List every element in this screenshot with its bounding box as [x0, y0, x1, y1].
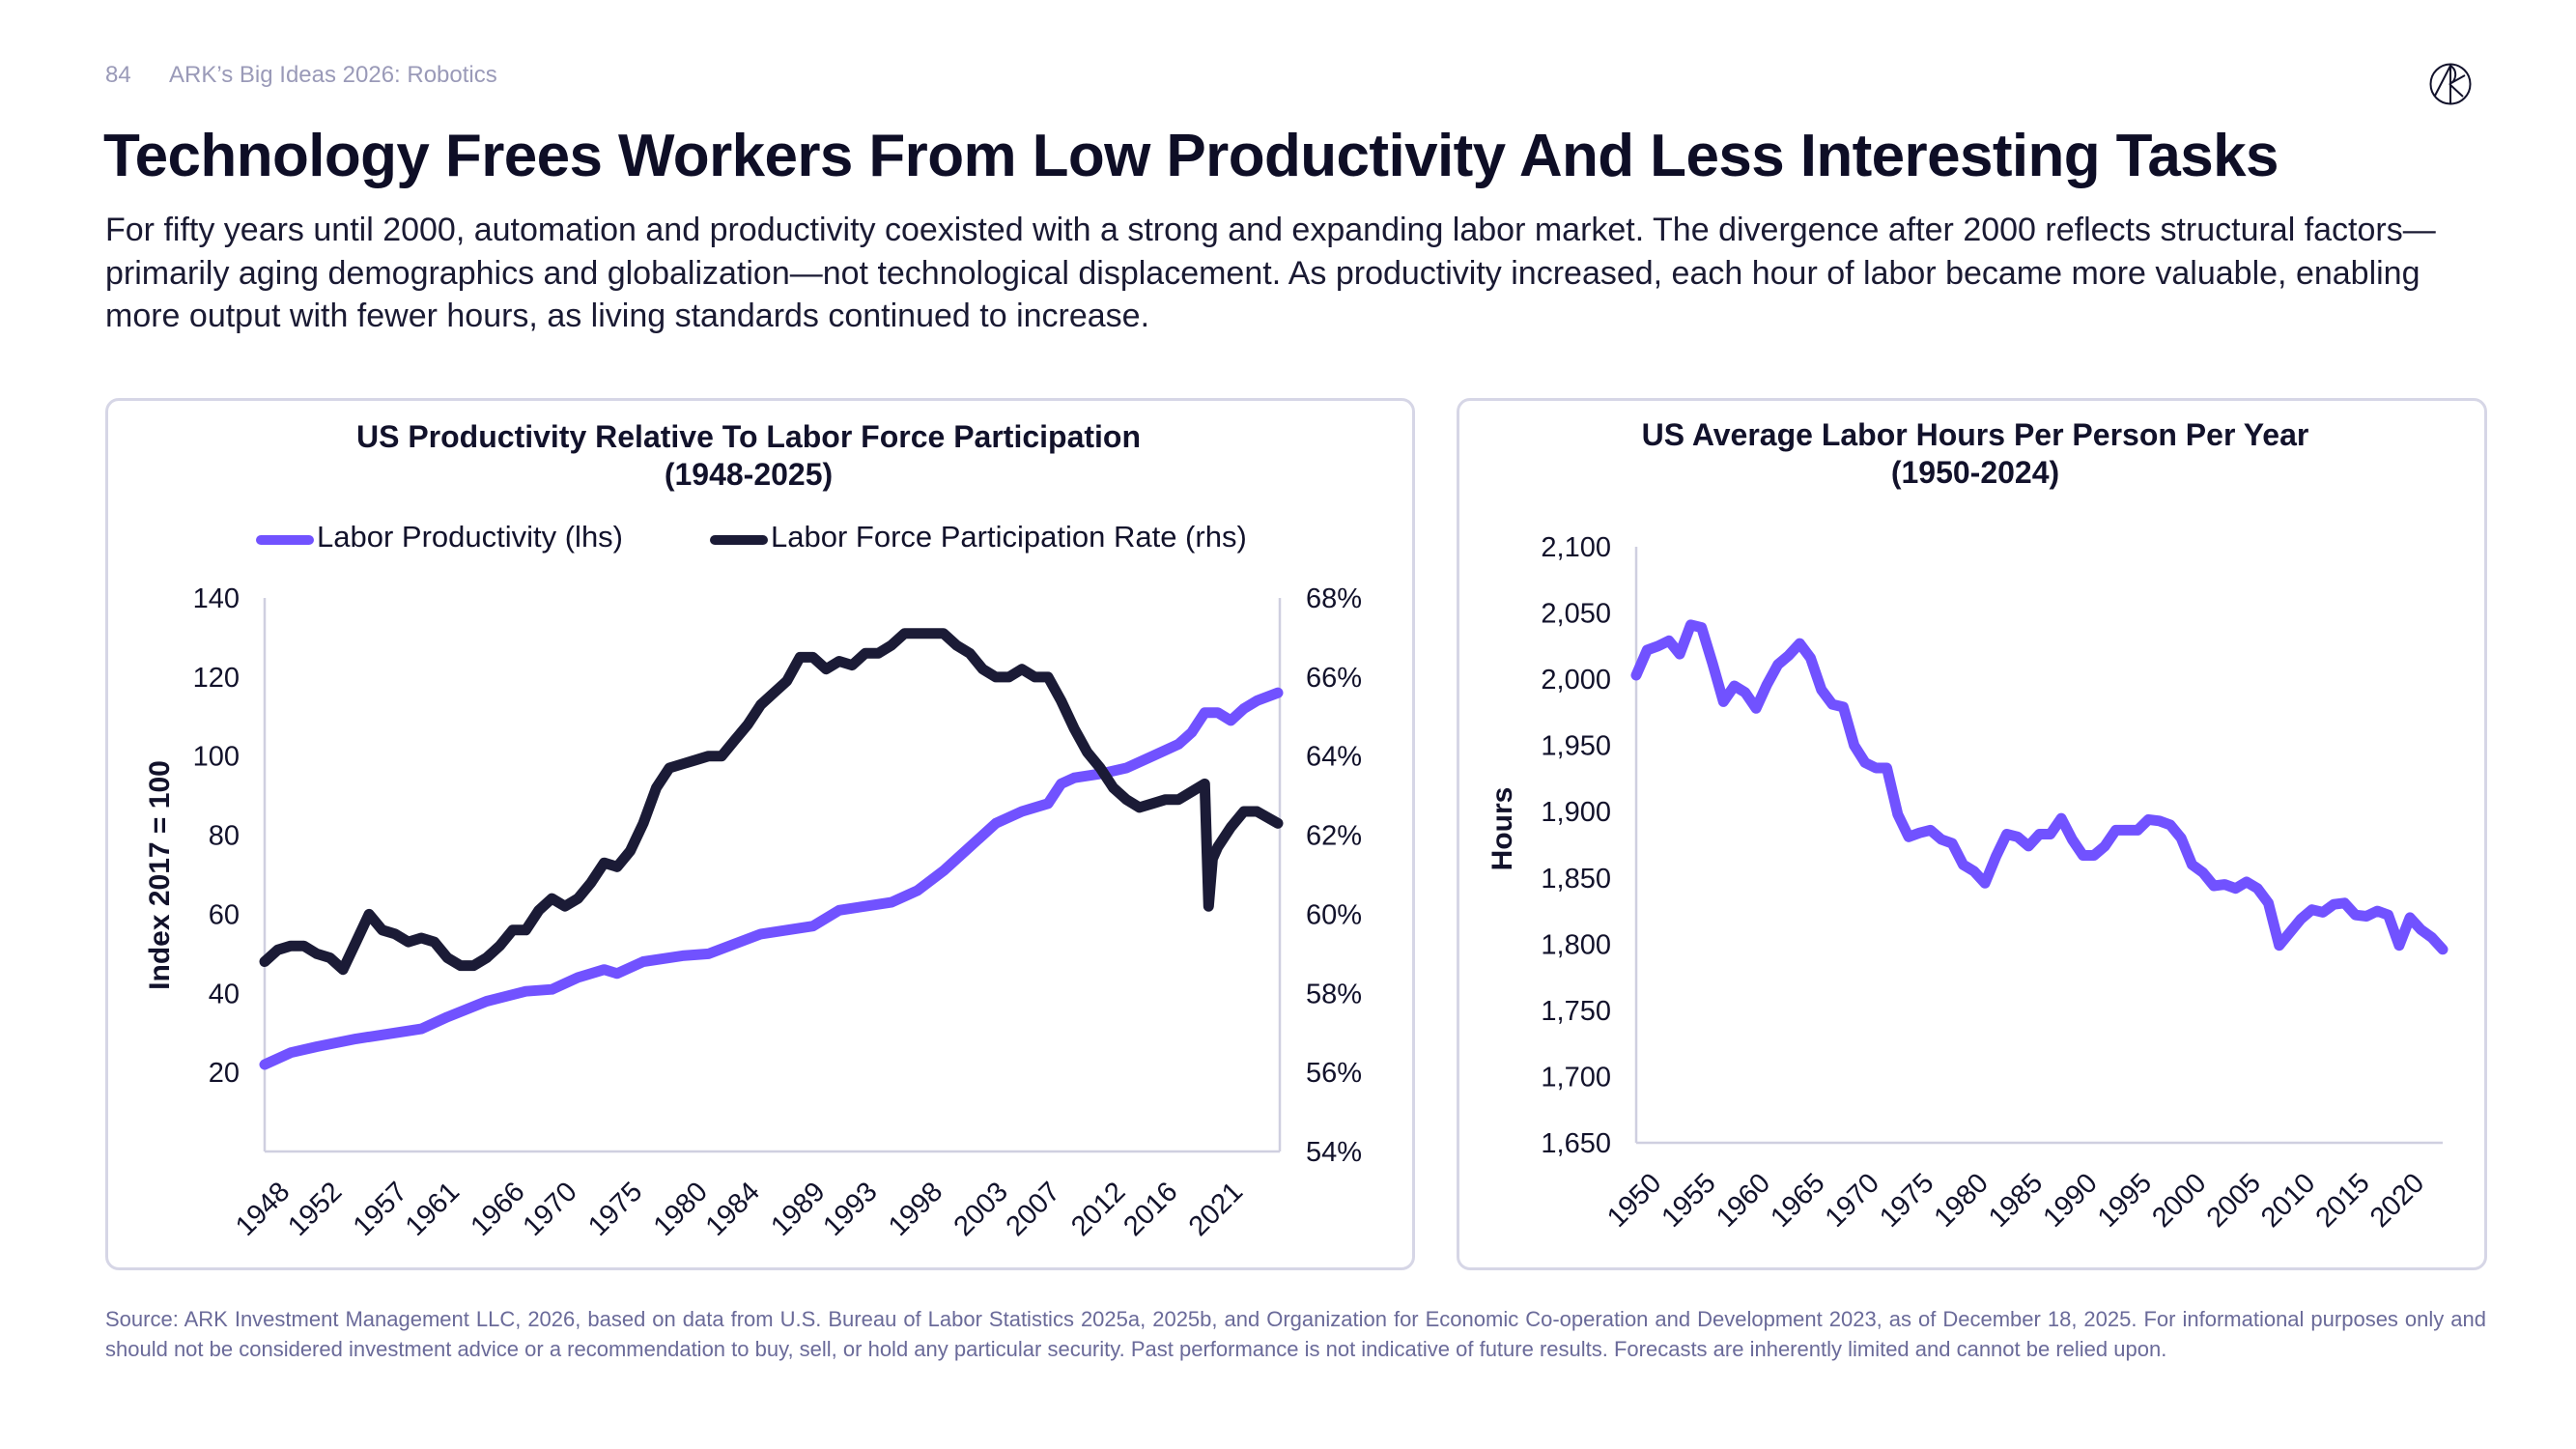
chart1-y2-tick-label: 66% — [1306, 663, 1362, 694]
chart2-y-tick-label: 1,800 — [1541, 929, 1611, 960]
chart2-y-tick-label: 1,900 — [1541, 797, 1611, 828]
legend-participation: Labor Force Participation Rate (rhs) — [771, 520, 1247, 554]
chart1-y2-tick-label: 54% — [1306, 1137, 1362, 1168]
section-title: ARK’s Big Ideas 2026: Robotics — [169, 62, 497, 88]
chart2-y-tick-label: 1,750 — [1541, 996, 1611, 1027]
chart1-x-tick-label: 1952 — [282, 1177, 348, 1242]
page-number: 84 — [105, 62, 131, 88]
chart2-x-tick-label: 1995 — [2092, 1168, 2158, 1234]
chart1-x-tick-label: 2003 — [948, 1177, 1014, 1242]
chart2-x-tick-label: 1985 — [1983, 1168, 2049, 1234]
chart1-x-tick-label: 1966 — [465, 1177, 530, 1242]
chart1-series-line-0 — [259, 687, 1284, 1070]
chart2-x-tick-label: 1975 — [1874, 1168, 1939, 1234]
chart1-x-tick-label: 1957 — [348, 1177, 413, 1242]
chart1-y2-tick-label: 68% — [1306, 583, 1362, 614]
intro-paragraph: For fifty years until 2000, automation a… — [105, 212, 2436, 334]
chart1-y-tick-label: 60 — [209, 899, 240, 930]
chart2-x-tick-label: 2015 — [2310, 1168, 2376, 1234]
chart1-subtitle: (1948-2025) — [664, 457, 834, 492]
chart1-title-main: US Productivity Relative To Labor Force … — [355, 419, 1141, 454]
chart2-x-tick-label: 1980 — [1929, 1168, 1995, 1234]
page-title: Technology Frees Workers From Low Produc… — [103, 123, 2279, 189]
chart1-y-tick-label: 100 — [193, 742, 240, 773]
chart1-y-tick-label: 140 — [193, 583, 240, 614]
legend-productivity: Labor Productivity (lhs) — [317, 520, 624, 554]
chart1-x-tick-label: 1993 — [817, 1177, 883, 1242]
chart2-x-tick-label: 2010 — [2255, 1168, 2321, 1234]
chart2-y-tick-label: 2,000 — [1541, 665, 1611, 696]
chart1-x-tick-label: 1948 — [230, 1177, 296, 1242]
chart1-y2-tick-label: 64% — [1306, 742, 1362, 773]
chart1-y-axis-label: Index 2017 = 100 — [144, 760, 176, 990]
chart1-y2-tick-label: 56% — [1306, 1058, 1362, 1089]
chart1-y-tick-label: 40 — [209, 979, 240, 1009]
chart1-x-tick-label: 2016 — [1118, 1177, 1183, 1242]
chart1-y-tick-label: 120 — [193, 663, 240, 694]
chart1-x-tick-label: 2012 — [1065, 1177, 1131, 1242]
chart1-y2-tick-label: 62% — [1306, 821, 1362, 852]
chart2-x-tick-label: 1950 — [1601, 1168, 1667, 1234]
chart1-y2-tick-label: 58% — [1306, 979, 1362, 1009]
chart2-x-tick-label: 2000 — [2146, 1168, 2212, 1234]
chart2-x-tick-label: 1990 — [2037, 1168, 2103, 1234]
chart1-x-tick-label: 1980 — [648, 1177, 714, 1242]
hours-chart-card — [1457, 398, 2487, 1270]
chart2-y-tick-label: 1,700 — [1541, 1062, 1611, 1093]
chart2-x-tick-label: 1960 — [1711, 1168, 1776, 1234]
chart2-y-tick-label: 1,650 — [1541, 1128, 1611, 1159]
chart2-y-axis-label: Hours — [1486, 787, 1518, 871]
chart2-x-tick-label: 1965 — [1765, 1168, 1830, 1234]
legend-swatch-productivity — [256, 535, 314, 545]
chart2-x-tick-label: 2005 — [2201, 1168, 2267, 1234]
source-footnote: Source: ARK Investment Management LLC, 2… — [105, 1307, 2486, 1361]
chart2-series-line-0 — [1630, 619, 2449, 955]
chart1-x-tick-label: 2007 — [1001, 1177, 1066, 1242]
chart1-title: US Productivity Relative To Labor Force … — [169, 418, 1328, 494]
chart1-y-tick-label: 80 — [209, 821, 240, 852]
chart1-y2-tick-label: 60% — [1306, 899, 1362, 930]
productivity-chart-card — [105, 398, 1415, 1270]
chart1-series-line-1 — [259, 628, 1284, 976]
chart2-y-tick-label: 1,950 — [1541, 731, 1611, 762]
chart2-x-tick-label: 1955 — [1656, 1168, 1722, 1234]
chart1-x-tick-label: 1989 — [765, 1177, 831, 1242]
chart2-y-tick-label: 2,100 — [1541, 532, 1611, 563]
chart1-x-tick-label: 1998 — [883, 1177, 948, 1242]
chart2-title: US Average Labor Hours Per Person Per Ye… — [1492, 416, 2458, 492]
chart2-y-tick-label: 1,850 — [1541, 864, 1611, 895]
chart2-y-tick-label: 2,050 — [1541, 599, 1611, 630]
chart1-x-tick-label: 1970 — [517, 1177, 582, 1242]
chart2-subtitle: (1950-2024) — [1890, 455, 2060, 490]
chart1-x-tick-label: 1961 — [400, 1177, 466, 1242]
legend-swatch-participation — [710, 535, 768, 545]
chart1-x-tick-label: 1984 — [700, 1177, 766, 1242]
chart2-x-tick-label: 2020 — [2364, 1168, 2430, 1234]
ark-logo-icon — [2429, 63, 2472, 105]
chart2-title-main: US Average Labor Hours Per Person Per Ye… — [1641, 417, 2309, 452]
chart1-y-tick-label: 20 — [209, 1058, 240, 1089]
chart2-x-tick-label: 1970 — [1820, 1168, 1885, 1234]
chart1-x-tick-label: 1975 — [582, 1177, 648, 1242]
chart1-x-tick-label: 2021 — [1183, 1177, 1249, 1242]
